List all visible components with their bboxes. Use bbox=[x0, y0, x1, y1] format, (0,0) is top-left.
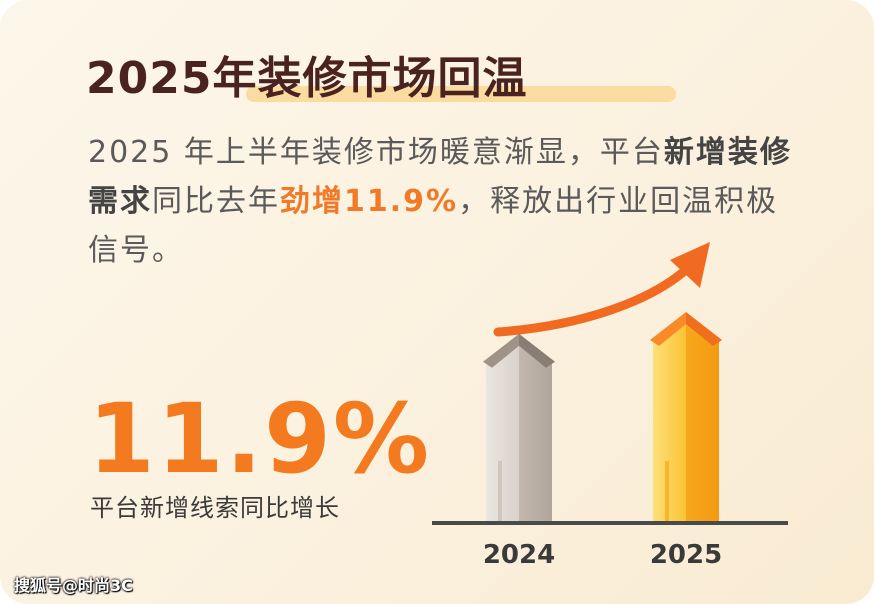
bar-2025 bbox=[650, 312, 722, 521]
description-emphasis: 新增装修需求 bbox=[88, 135, 792, 219]
bar-chart: 2024 2025 bbox=[432, 242, 788, 570]
description-text-2: 同比去年 bbox=[152, 184, 280, 219]
x-tick-label: 2025 bbox=[650, 540, 722, 570]
description-text-3: ，释放出行业回温积极信号。 bbox=[88, 184, 779, 268]
description-text-1: 2025 年上半年装修市场暖意渐显，平台 bbox=[88, 135, 664, 170]
watermark: 搜狐号@时尚3C bbox=[14, 576, 133, 595]
title-block: 2025年装修市场回温 bbox=[86, 42, 676, 106]
big-stat-caption: 平台新增线索同比增长 bbox=[90, 494, 340, 522]
x-tick-label: 2024 bbox=[483, 540, 555, 570]
big-stat-value: 11.9% bbox=[88, 383, 432, 495]
description: 2025 年上半年装修市场暖意渐显，平台新增装修需求同比去年劲增11.9%，释放… bbox=[88, 128, 800, 275]
description-highlight: 劲增11.9% bbox=[280, 184, 459, 219]
title-highlight bbox=[246, 86, 676, 102]
page-title: 2025年装修市场回温 bbox=[86, 53, 528, 104]
trend-arrow-icon bbox=[493, 242, 710, 337]
bar-2024 bbox=[483, 333, 555, 521]
